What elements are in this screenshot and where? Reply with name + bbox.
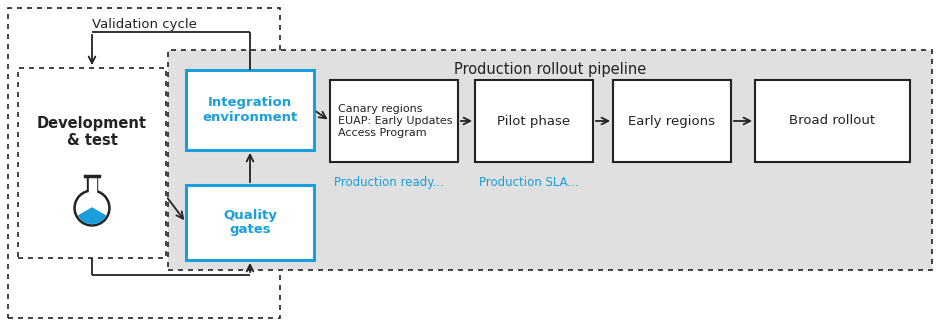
Bar (168, 50, 932, 270)
Bar (755, 80, 910, 162)
Wedge shape (78, 208, 106, 223)
Text: Broad rollout: Broad rollout (789, 114, 875, 128)
Text: Production ready...: Production ready... (334, 176, 444, 189)
Bar (18, 68, 166, 258)
Text: Production SLA...: Production SLA... (479, 176, 578, 189)
Bar (330, 80, 458, 162)
Text: Integration
environment: Integration environment (203, 96, 298, 124)
Bar (613, 80, 731, 162)
Text: Development
& test: Development & test (37, 116, 147, 148)
Text: Canary regions
EUAP: Early Updates
Access Program: Canary regions EUAP: Early Updates Acces… (338, 104, 452, 138)
Bar (89, 176, 95, 192)
Text: Quality
gates: Quality gates (223, 209, 277, 236)
Circle shape (76, 193, 107, 223)
Bar (168, 50, 932, 270)
Bar (186, 185, 314, 260)
Circle shape (74, 190, 110, 226)
Bar (87, 176, 97, 192)
Bar (8, 8, 280, 318)
Text: Pilot phase: Pilot phase (497, 114, 571, 128)
Text: Production rollout pipeline: Production rollout pipeline (454, 62, 646, 77)
Text: Early regions: Early regions (628, 114, 716, 128)
Bar (475, 80, 593, 162)
Text: Validation cycle: Validation cycle (91, 18, 197, 31)
Bar (186, 70, 314, 150)
